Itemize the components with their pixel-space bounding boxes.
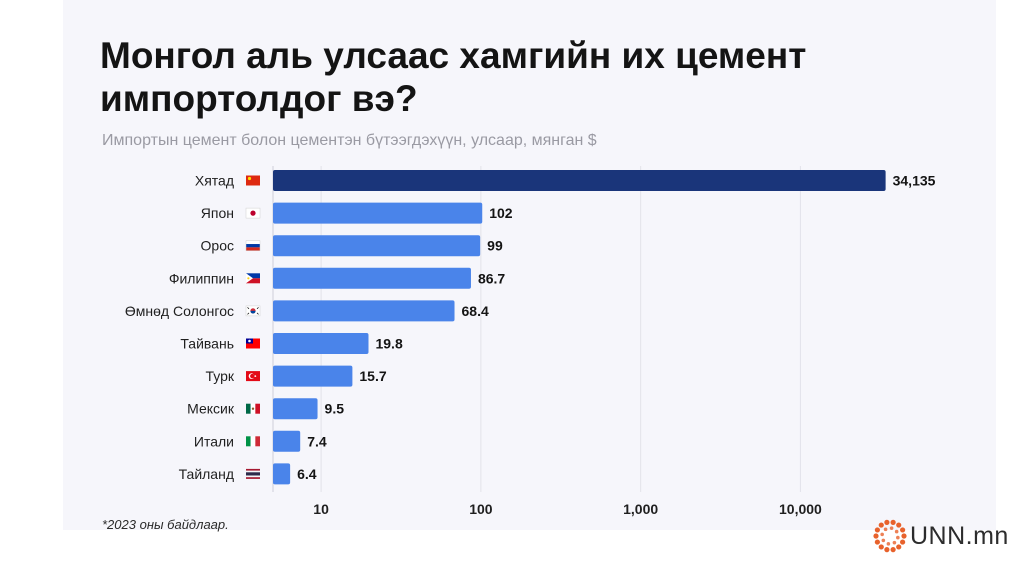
value-label: 15.7	[359, 368, 386, 384]
value-label: 86.7	[478, 270, 505, 286]
category-label: Хятад	[195, 173, 234, 189]
bars: Хятад 34,135 Япон 102 Орос 99 Филиппин 86.7 Өмнө…	[125, 170, 936, 485]
value-label: 19.8	[375, 336, 402, 352]
turkey-flag-icon	[246, 371, 260, 382]
bar-row: Тайвань 19.8	[180, 333, 403, 354]
bar-row: Турк 15.7	[205, 365, 387, 387]
south-korea-flag-icon	[245, 305, 261, 317]
x-axis-ticks: 10 100 1,000 10,000	[313, 501, 822, 517]
x-tick-label: 1,000	[623, 501, 658, 517]
thailand-flag-icon	[246, 468, 260, 479]
category-label: Мексик	[187, 401, 235, 417]
unn-sun-logo-icon	[873, 519, 907, 553]
value-label: 68.4	[462, 303, 489, 319]
bar-row: Япон 102	[201, 202, 513, 224]
bar	[273, 300, 455, 322]
value-label: 34,135	[893, 173, 936, 189]
china-flag-icon	[246, 175, 260, 186]
bar	[273, 333, 369, 354]
japan-flag-icon	[245, 207, 261, 219]
chart-card	[63, 0, 996, 530]
category-label: Филиппин	[169, 270, 234, 286]
chart-title: Монгол аль улсаас хамгийн их цемент импо…	[100, 35, 807, 119]
bar	[273, 463, 291, 485]
category-label: Өмнөд Солонгос	[125, 303, 234, 319]
bar	[273, 170, 886, 191]
chart-subtitle: Импортын цемент болон цементэн бүтээгдэх…	[102, 132, 597, 149]
bar	[273, 235, 481, 257]
bar-row: Өмнөд Солонгос 68.4	[125, 300, 489, 322]
value-label: 7.4	[307, 433, 327, 449]
bar	[273, 365, 353, 387]
bar	[273, 430, 301, 452]
category-label: Орос	[201, 238, 234, 254]
italy-flag-icon	[246, 436, 260, 447]
value-label: 102	[489, 205, 513, 221]
x-tick-label: 10,000	[779, 501, 822, 517]
russia-flag-icon	[245, 240, 261, 251]
value-label: 99	[487, 238, 503, 254]
bar-row: Филиппин 86.7	[169, 267, 505, 289]
bar-row: Орос 99	[201, 235, 503, 257]
category-label: Тайвань	[180, 336, 234, 352]
philippines-flag-icon	[246, 273, 260, 284]
bar	[273, 202, 483, 224]
logo-text: UNN.mn	[910, 522, 1009, 550]
x-tick-label: 100	[469, 501, 493, 517]
category-label: Тайланд	[179, 466, 234, 482]
value-label: 9.5	[325, 401, 345, 417]
bar-chart: Хятад 34,135 Япон 102 Орос 99 Филиппин 86.7 Өмнө…	[125, 166, 936, 517]
bar-row: Итали 7.4	[194, 430, 327, 452]
value-label: 6.4	[297, 466, 317, 482]
mexico-flag-icon	[246, 403, 260, 414]
category-label: Япон	[201, 205, 234, 221]
category-label: Итали	[194, 433, 234, 449]
bar-row: Мексик 9.5	[187, 398, 345, 420]
bar-row: Хятад 34,135	[195, 170, 936, 191]
taiwan-flag-icon	[246, 338, 260, 349]
category-label: Турк	[205, 368, 234, 384]
bar	[273, 398, 318, 420]
x-tick-label: 10	[313, 501, 329, 517]
footnote: *2023 оны байдлаар.	[102, 517, 229, 532]
bar	[273, 267, 471, 289]
bar-row: Тайланд 6.4	[179, 463, 317, 485]
